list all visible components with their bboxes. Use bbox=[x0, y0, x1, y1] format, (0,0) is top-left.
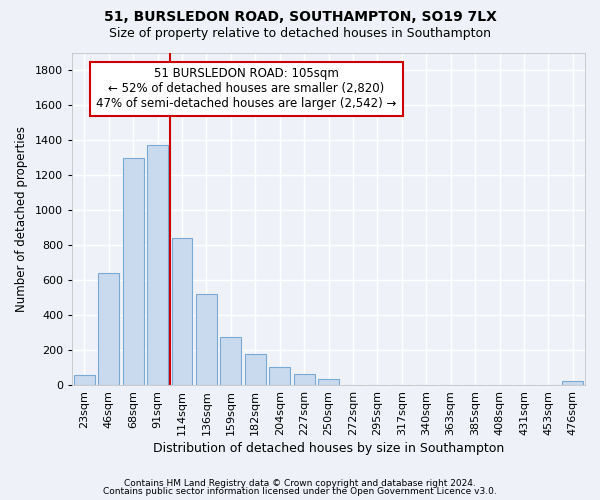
Bar bbox=[245, 354, 266, 385]
Bar bbox=[220, 337, 241, 385]
X-axis label: Distribution of detached houses by size in Southampton: Distribution of detached houses by size … bbox=[153, 442, 504, 455]
Text: 51 BURSLEDON ROAD: 105sqm
← 52% of detached houses are smaller (2,820)
47% of se: 51 BURSLEDON ROAD: 105sqm ← 52% of detac… bbox=[96, 68, 397, 110]
Text: Size of property relative to detached houses in Southampton: Size of property relative to detached ho… bbox=[109, 28, 491, 40]
Text: 51, BURSLEDON ROAD, SOUTHAMPTON, SO19 7LX: 51, BURSLEDON ROAD, SOUTHAMPTON, SO19 7L… bbox=[104, 10, 496, 24]
Bar bbox=[123, 158, 143, 385]
Bar bbox=[562, 381, 583, 385]
Bar bbox=[74, 376, 95, 385]
Bar bbox=[269, 366, 290, 385]
Bar bbox=[294, 374, 314, 385]
Y-axis label: Number of detached properties: Number of detached properties bbox=[15, 126, 28, 312]
Text: Contains public sector information licensed under the Open Government Licence v3: Contains public sector information licen… bbox=[103, 487, 497, 496]
Bar bbox=[196, 294, 217, 385]
Bar bbox=[318, 379, 339, 385]
Bar bbox=[147, 146, 168, 385]
Bar bbox=[98, 273, 119, 385]
Bar bbox=[172, 238, 193, 385]
Text: Contains HM Land Registry data © Crown copyright and database right 2024.: Contains HM Land Registry data © Crown c… bbox=[124, 478, 476, 488]
